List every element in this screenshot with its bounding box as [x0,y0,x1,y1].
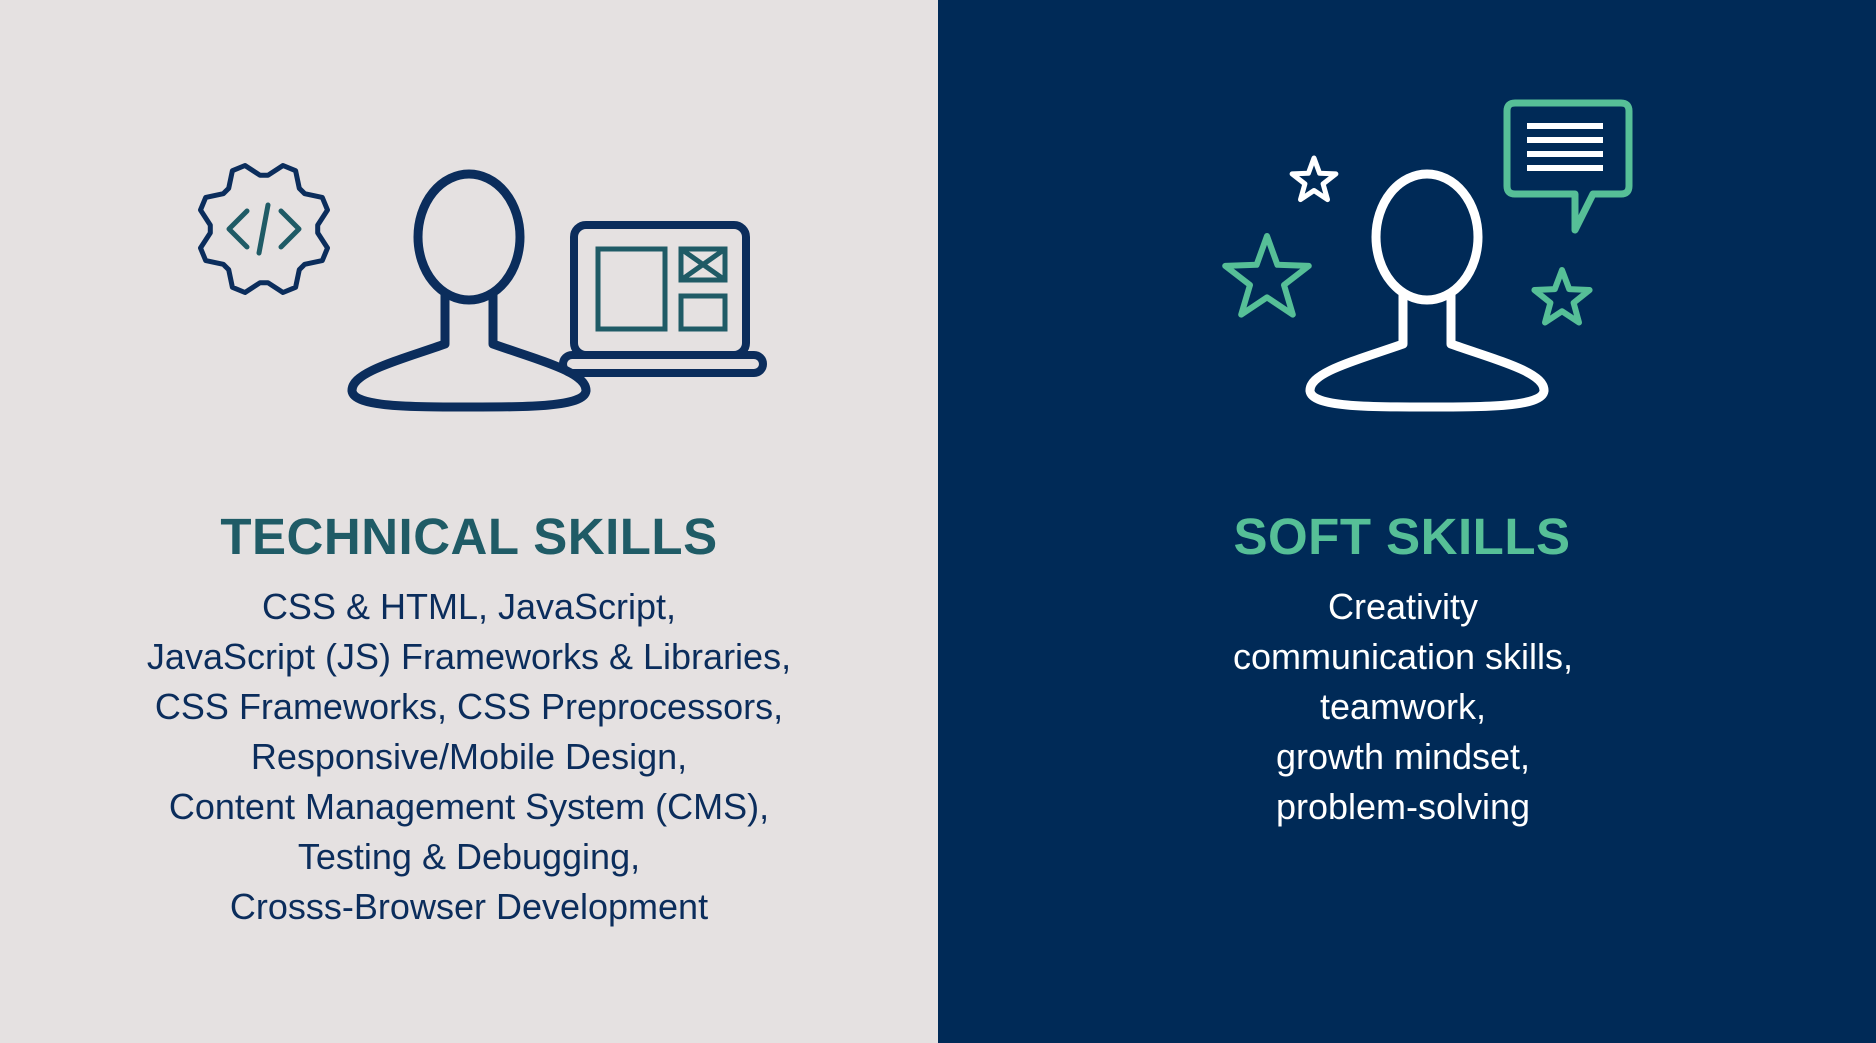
technical-skills-panel: TECHNICAL SKILLS CSS & HTML, JavaScript,… [0,0,938,1043]
speech-bubble-icon [1503,99,1633,234]
list-item: Creativity [1327,586,1479,627]
list-item: JavaScript (JS) Frameworks & Libraries, [146,636,792,677]
list-item: Crosss-Browser Development [229,886,709,927]
laptop-wireframe-icon [559,221,767,377]
soft-illustration [1222,99,1633,412]
soft-skills-heading: SOFT SKILLS [1233,508,1571,565]
list-item: Content Management System (CMS), [168,786,770,827]
person-icon [347,169,591,412]
list-item: growth mindset, [1275,736,1531,777]
soft-skills-panel: SOFT SKILLS Creativity communication ski… [938,0,1876,1043]
list-item: teamwork, [1319,686,1487,727]
list-item: CSS & HTML, JavaScript, [261,586,677,627]
list-item: Testing & Debugging, [297,836,641,877]
technical-skills-heading: TECHNICAL SKILLS [220,508,718,565]
list-item: Responsive/Mobile Design, [250,736,688,777]
technical-skills-list: CSS & HTML, JavaScript, JavaScript (JS) … [0,582,938,932]
list-item: communication skills, [1232,636,1574,677]
technical-illustration [198,163,767,412]
star-icon [1531,267,1593,326]
star-icon [1289,155,1339,203]
person-icon [1305,169,1549,412]
soft-skills-list: Creativity communication skills, teamwor… [934,582,1872,832]
list-item: problem-solving [1275,786,1531,827]
code-gear-icon [198,163,330,295]
list-item: CSS Frameworks, CSS Preprocessors, [154,686,784,727]
star-icon [1222,233,1312,318]
